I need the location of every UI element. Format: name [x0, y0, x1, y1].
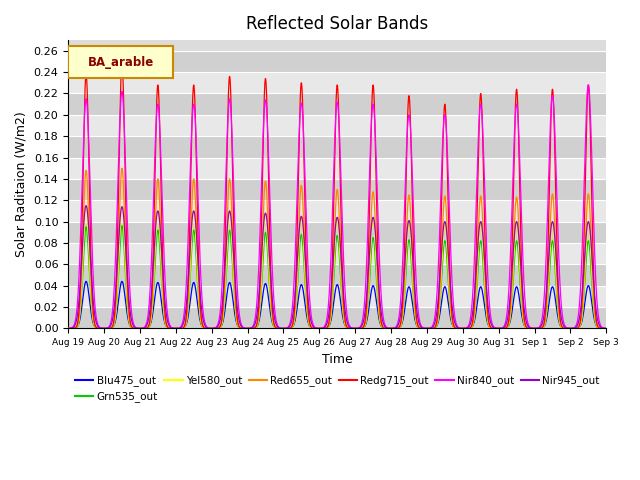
Bar — [68, 200, 606, 222]
Bar — [68, 157, 606, 179]
Title: Reflected Solar Bands: Reflected Solar Bands — [246, 15, 428, 33]
Bar — [68, 243, 606, 264]
Bar — [68, 51, 606, 72]
Bar — [68, 307, 606, 328]
X-axis label: Time: Time — [322, 353, 353, 366]
Bar — [68, 72, 606, 94]
Bar — [68, 94, 606, 115]
Y-axis label: Solar Raditaion (W/m2): Solar Raditaion (W/m2) — [15, 111, 28, 257]
Bar — [68, 264, 606, 286]
Legend: Blu475_out, Grn535_out, Yel580_out, Red655_out, Redg715_out, Nir840_out, Nir945_: Blu475_out, Grn535_out, Yel580_out, Red6… — [70, 371, 604, 407]
Bar — [68, 222, 606, 243]
Bar — [68, 136, 606, 157]
Text: BA_arable: BA_arable — [88, 56, 154, 69]
Bar — [68, 179, 606, 200]
Bar — [68, 115, 606, 136]
FancyBboxPatch shape — [68, 46, 173, 78]
Bar — [68, 286, 606, 307]
